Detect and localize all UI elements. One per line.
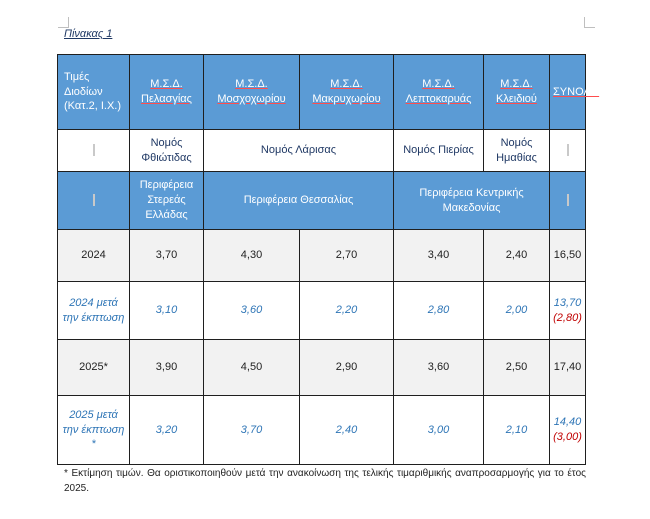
total-cell: 16,50 — [549, 229, 586, 282]
region-row: Περιφέρεια Στερεάς Ελλάδας Περιφέρεια Θε… — [57, 171, 586, 230]
total-value: 13,70 — [553, 296, 582, 309]
row-label: 2025 μετά την έκπτωση * — [57, 395, 130, 465]
value-cell: 3,40 — [393, 229, 484, 282]
value-cell: 4,50 — [203, 339, 300, 396]
value-cell: 2,40 — [483, 229, 550, 282]
value-cell: 3,00 — [393, 395, 484, 465]
header-station-moschochori: Μ.Σ.Δ. Μοσχοχωρίου — [203, 54, 300, 130]
cell-marker — [92, 144, 95, 157]
row-label: 2024 μετά την έκπτωση — [57, 281, 130, 340]
row-label: 2024 — [57, 229, 130, 282]
total-cell: 17,40 — [549, 339, 586, 396]
value-cell: 2,40 — [299, 395, 394, 465]
value-cell: 2,20 — [299, 281, 394, 340]
row-2024: 2024 3,70 4,30 2,70 3,40 2,40 16,50 — [57, 229, 586, 282]
header-station-makrychori: Μ.Σ.Δ. Μακρυχωρίου — [299, 54, 394, 130]
region-empty-cell — [57, 171, 130, 230]
total-value: 14,40 — [553, 416, 582, 429]
row-2024-discount: 2024 μετά την έκπτωση 3,10 3,60 2,20 2,8… — [57, 281, 586, 340]
discount-amount: (2,80) — [553, 311, 582, 324]
row-label: 2025* — [57, 339, 130, 396]
value-cell: 4,30 — [203, 229, 300, 282]
value-cell: 2,00 — [483, 281, 550, 340]
value-cell: 3,90 — [129, 339, 204, 396]
prefecture-empty-cell — [57, 129, 130, 172]
prefecture-total-empty — [549, 129, 586, 172]
value-cell: 3,60 — [203, 281, 300, 340]
value-cell: 3,20 — [129, 395, 204, 465]
cell-marker — [92, 194, 95, 207]
value-cell: 2,10 — [483, 395, 550, 465]
page-corner-mark-left — [58, 17, 69, 28]
prefecture-pieria: Νομός Πιερίας — [393, 129, 484, 172]
footnote: * Εκτίμηση τιμών. Θα οριστικοποιηθούν με… — [64, 468, 586, 494]
total-cell: 14,40 (3,00) — [549, 395, 586, 465]
header-row: Τιμές Διοδίων (Κατ.2, Ι.Χ.) Μ.Σ.Δ. Πελασ… — [57, 54, 599, 130]
prefecture-imathia: Νομός Ημαθίας — [483, 129, 550, 172]
prefecture-larisa: Νομός Λάρισας — [203, 129, 394, 172]
prefecture-fthiotida: Νομός Φθιώτιδας — [129, 129, 204, 172]
value-cell: 3,70 — [203, 395, 300, 465]
header-station-kleidi: Μ.Σ.Δ. Κλειδιού — [483, 54, 550, 130]
value-cell: 3,10 — [129, 281, 204, 340]
value-cell: 2,70 — [299, 229, 394, 282]
region-thessalia: Περιφέρεια Θεσσαλίας — [203, 171, 394, 230]
row-2025: 2025* 3,90 4,50 2,90 3,60 2,50 17,40 — [57, 339, 586, 396]
value-cell: 2,80 — [393, 281, 484, 340]
value-cell: 2,90 — [299, 339, 394, 396]
prefecture-row: Νομός Φθιώτιδας Νομός Λάρισας Νομός Πιερ… — [57, 129, 586, 172]
toll-prices-table: Τιμές Διοδίων (Κατ.2, Ι.Χ.) Μ.Σ.Δ. Πελασ… — [57, 54, 599, 465]
value-cell: 3,70 — [129, 229, 204, 282]
table-caption: Πίνακας 1 — [64, 28, 113, 40]
header-station-pelasgia: Μ.Σ.Δ. Πελασγίας — [129, 54, 204, 130]
header-total: ΣΥΝΟΛΟ — [549, 54, 599, 130]
value-cell: 3,60 — [393, 339, 484, 396]
discount-amount: (3,00) — [553, 431, 582, 443]
page-corner-mark-right — [584, 17, 595, 28]
region-total-empty — [549, 171, 586, 230]
cell-marker — [566, 194, 569, 207]
header-station-leptokarya: Μ.Σ.Δ. Λεπτοκαρυάς — [393, 54, 484, 130]
region-sterea-ellada: Περιφέρεια Στερεάς Ελλάδας — [129, 171, 204, 230]
total-cell: 13,70 (2,80) — [549, 281, 586, 340]
cell-marker — [566, 144, 569, 157]
header-first-cell: Τιμές Διοδίων (Κατ.2, Ι.Χ.) — [57, 54, 130, 130]
value-cell: 2,50 — [483, 339, 550, 396]
region-kentriki-makedonia: Περιφέρεια Κεντρικής Μακεδονίας — [393, 171, 550, 230]
row-2025-discount: 2025 μετά την έκπτωση * 3,20 3,70 2,40 3… — [57, 395, 586, 465]
